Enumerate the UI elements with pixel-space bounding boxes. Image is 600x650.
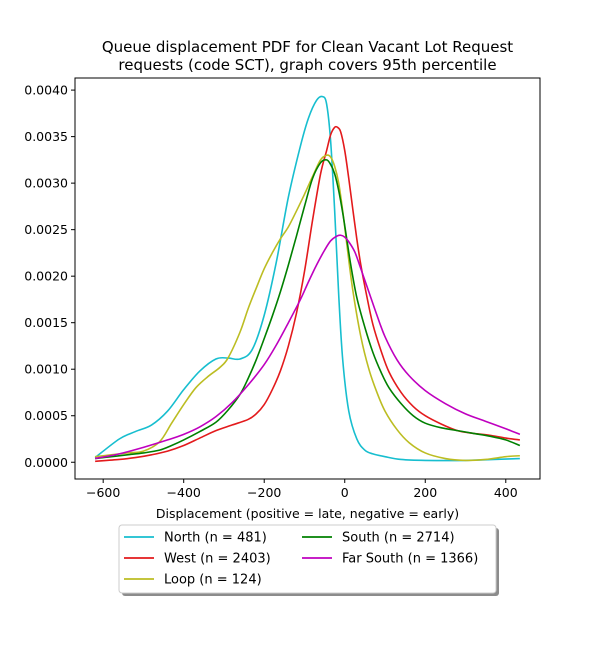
y-tick-label: 0.0000 xyxy=(24,455,68,470)
x-axis-ticks: −600 −400 −200 0 200 400 xyxy=(86,479,518,500)
legend-label-4: Far South (n = 1366) xyxy=(342,552,478,567)
x-tick-label: −600 xyxy=(86,485,120,500)
plot-lines xyxy=(94,95,521,463)
y-tick-label: 0.0030 xyxy=(24,176,68,191)
y-tick-label: 0.0040 xyxy=(24,83,68,98)
chart-title-line-1: Queue displacement PDF for Clean Vacant … xyxy=(102,38,513,56)
y-tick-label: 0.0010 xyxy=(24,362,68,377)
legend-label-2: Loop (n = 124) xyxy=(164,573,262,588)
chart-title-line-2: requests (code SCT), graph covers 95th p… xyxy=(118,56,496,74)
legend-label-1: West (n = 2403) xyxy=(164,552,271,567)
x-tick-label: −200 xyxy=(247,485,281,500)
x-axis-label: Displacement (positive = late, negative … xyxy=(156,506,459,521)
x-tick-label: 400 xyxy=(494,485,518,500)
legend: North (n = 481) West (n = 2403) Loop (n = … xyxy=(118,524,499,596)
legend-label-0: North (n = 481) xyxy=(164,531,267,546)
plot-frame xyxy=(74,77,541,480)
x-tick-label: 200 xyxy=(413,485,437,500)
series-line-1 xyxy=(95,125,520,463)
y-tick-label: 0.0020 xyxy=(24,269,68,284)
series-line-3 xyxy=(95,158,521,460)
series-line-2 xyxy=(95,154,520,462)
y-tick-label: 0.0005 xyxy=(24,408,68,423)
legend-items: North (n = 481) West (n = 2403) Loop (n = … xyxy=(124,531,478,588)
x-tick-label: −400 xyxy=(167,485,201,500)
y-axis-ticks: 0.0000 0.0005 0.0010 0.0015 0.0020 0.0025 0.00… xyxy=(24,83,75,470)
y-tick-label: 0.0015 xyxy=(24,315,68,330)
series-line-0 xyxy=(94,95,520,462)
y-tick-label: 0.0025 xyxy=(24,222,68,237)
y-tick-label: 0.0035 xyxy=(24,129,68,144)
x-tick-label: 0 xyxy=(341,485,349,500)
series-line-4 xyxy=(94,234,521,460)
legend-box xyxy=(118,524,497,594)
legend-label-3: South (n = 2714) xyxy=(342,531,455,546)
